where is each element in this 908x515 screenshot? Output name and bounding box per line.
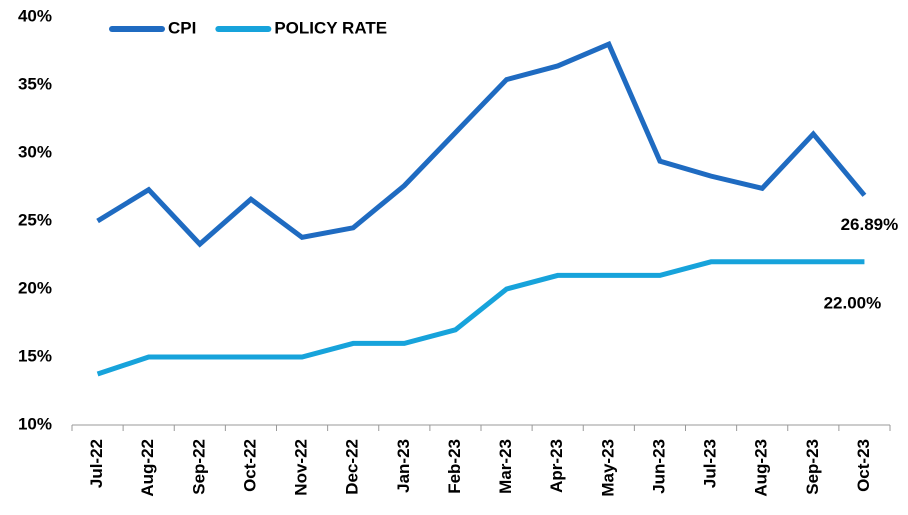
y-tick-label: 40%: [18, 6, 52, 25]
y-tick-label: 20%: [18, 278, 52, 297]
y-tick-label: 15%: [18, 346, 52, 365]
series-line: [96, 40, 867, 248]
x-tick-label: Apr-23: [547, 439, 566, 493]
y-tick-label: 25%: [18, 210, 52, 229]
x-tick-label: Feb-23: [445, 439, 464, 494]
x-tick-label: Aug-22: [138, 439, 157, 497]
x-tick-label: Jan-23: [394, 439, 413, 493]
x-tick-label: Dec-22: [343, 439, 362, 495]
x-tick-label: Jun-23: [649, 439, 668, 494]
x-tick-label: Oct-22: [240, 439, 259, 492]
x-tick-label: Aug-23: [752, 439, 771, 497]
x-tick-label: Oct-23: [854, 439, 873, 492]
legend-label: CPI: [168, 18, 196, 37]
x-tick-label: May-23: [598, 439, 617, 497]
x-tick-label: Jul-22: [87, 439, 106, 488]
data-label: 26.89%: [841, 215, 899, 234]
y-tick-label: 10%: [18, 414, 52, 433]
series-line: [96, 259, 865, 377]
y-tick-label: 30%: [18, 142, 52, 161]
data-label: 22.00%: [824, 293, 882, 312]
x-tick-label: Nov-22: [292, 439, 311, 496]
x-tick-label: Sep-23: [803, 439, 822, 495]
y-tick-label: 35%: [18, 74, 52, 93]
x-tick-label: Mar-23: [496, 439, 515, 494]
legend-label: POLICY RATE: [274, 18, 387, 37]
x-tick-label: Sep-22: [189, 439, 208, 495]
x-tick-label: Jul-23: [701, 439, 720, 488]
